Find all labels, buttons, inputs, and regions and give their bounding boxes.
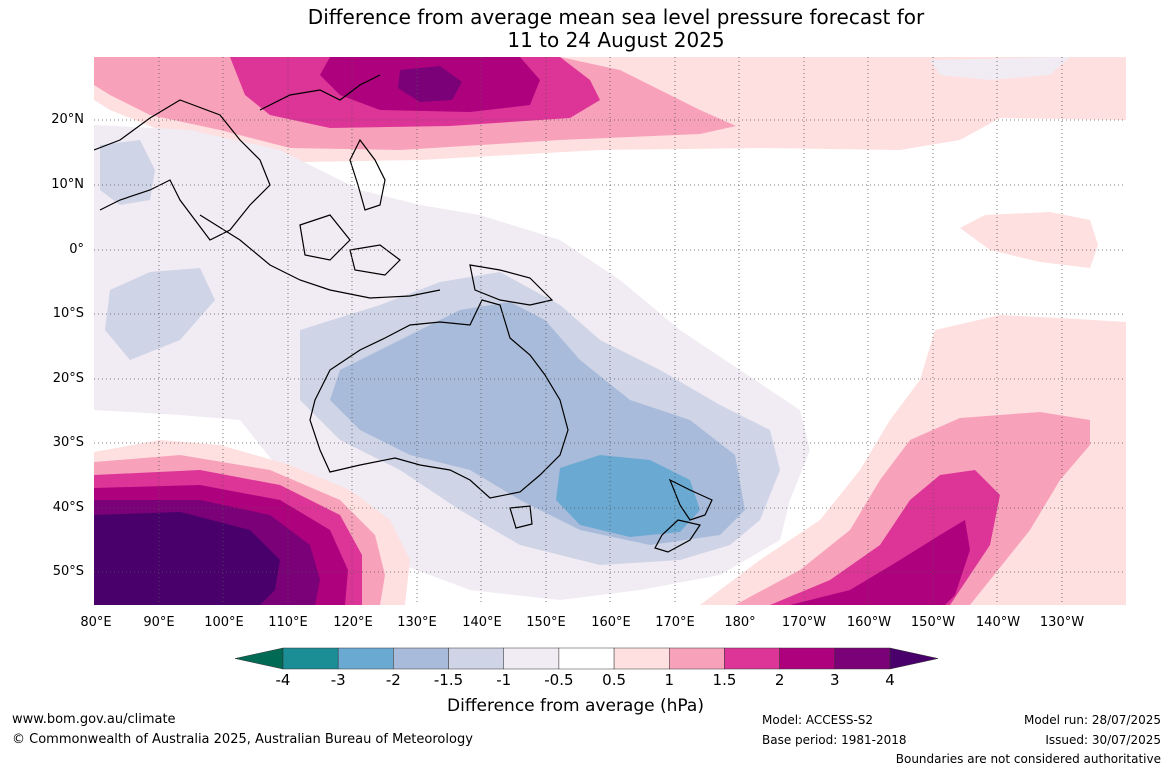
new-guinea-coast: [469, 264, 554, 306]
footer-issued: Issued: 30/07/2025: [1045, 733, 1161, 747]
lon-label: 100°E: [204, 615, 244, 630]
legend-swatch: [613, 647, 670, 670]
legend-swatch: [558, 647, 615, 670]
lon-label: 80°E: [80, 615, 112, 630]
legend-tick-label: 3: [830, 671, 840, 689]
legend-swatch: [779, 647, 836, 670]
legend-tick-label: 2: [774, 671, 785, 689]
legend-swatch: [337, 647, 394, 670]
footer-boundaries-note: Boundaries are not considered authoritat…: [895, 752, 1161, 766]
legend-tick-label: 1.5: [712, 671, 737, 689]
contour-eq-0.5: [960, 212, 1098, 268]
legend-tick-label: -1.5: [433, 671, 464, 689]
legend-tick-label: -2: [385, 671, 401, 689]
lat-label: 20°S: [52, 371, 84, 386]
footer-copyright: © Commonwealth of Australia 2025, Austra…: [12, 732, 473, 747]
lat-label: 0°: [69, 242, 84, 257]
lat-label: 20°N: [51, 112, 84, 127]
lon-label: 110°E: [268, 615, 308, 630]
lon-label: 160°E: [591, 615, 631, 630]
lat-label: 30°S: [52, 435, 84, 450]
legend-swatch: [669, 647, 725, 670]
legend-swatch: [448, 647, 504, 670]
lon-label: 150°E: [526, 615, 566, 630]
lon-label: 140°W: [975, 615, 1021, 630]
legend-arrow-low: [234, 647, 284, 670]
legend-swatch: [503, 647, 560, 670]
graticule: [94, 57, 1126, 605]
legend-tick-label: -0.5: [544, 671, 574, 689]
lon-label: 180°: [724, 615, 756, 630]
footer-base-period: Base period: 1981-2018: [762, 733, 907, 747]
contour-north-3: [398, 66, 462, 102]
contour-sw-4: [94, 512, 280, 605]
nz-north-coast: [668, 478, 713, 521]
legend-tick-label: 4: [885, 671, 895, 689]
pressure-anomaly-map: [94, 57, 1126, 605]
lat-label: 40°S: [52, 500, 84, 515]
lon-label: 120°E: [333, 615, 373, 630]
legend-label: Difference from average (hPa): [447, 696, 704, 716]
lat-label: 10°S: [52, 306, 84, 321]
legend-swatch: [724, 647, 780, 670]
coastlines: [94, 74, 713, 553]
legend-arrow-high: [889, 647, 939, 670]
nz-south-coast: [654, 519, 701, 553]
lon-label: 90°E: [143, 615, 175, 630]
lon-label: 170°W: [781, 615, 827, 630]
asia-coast: [94, 74, 381, 241]
chart-title-line2: 11 to 24 August 2025: [507, 28, 725, 52]
tasmania-coast: [509, 505, 533, 529]
contour-sp-2: [790, 520, 970, 605]
legend-tick-label: -4: [275, 671, 291, 689]
contour-ne-0.5: [930, 57, 1070, 80]
footer-model-run: Model run: 28/07/2025: [1023, 713, 1161, 727]
lat-label: 50°S: [52, 564, 84, 579]
legend-swatch: [282, 647, 339, 670]
lat-label: 10°N: [51, 177, 84, 192]
lon-label: 140°E: [462, 615, 502, 630]
lon-label: 150°W: [910, 615, 956, 630]
australia-coast: [309, 299, 569, 499]
legend-swatch: [393, 647, 449, 670]
philippines-coast: [349, 138, 386, 211]
footer-model: Model: ACCESS-S2: [762, 713, 874, 727]
lon-label: 130°W: [1039, 615, 1085, 630]
lon-label: 130°E: [397, 615, 437, 630]
lon-label: 170°E: [655, 615, 695, 630]
lon-label: 160°W: [846, 615, 892, 630]
contour-ind--1: [105, 268, 215, 360]
legend-tick-label: -1: [496, 671, 512, 689]
contour-aus--2: [556, 455, 700, 537]
legend-tick-label: 0.5: [602, 671, 627, 689]
contour-west--1: [100, 140, 155, 205]
anomaly-contours: [94, 57, 1126, 605]
legend-tick-label: 1: [664, 671, 675, 689]
indonesia-coast: [199, 214, 441, 299]
footer-url: www.bom.gov.au/climate: [12, 712, 176, 727]
legend-tick-label: -3: [330, 671, 346, 689]
chart-title-line1: Difference from average mean sea level p…: [307, 5, 925, 29]
legend-swatch: [834, 647, 891, 670]
